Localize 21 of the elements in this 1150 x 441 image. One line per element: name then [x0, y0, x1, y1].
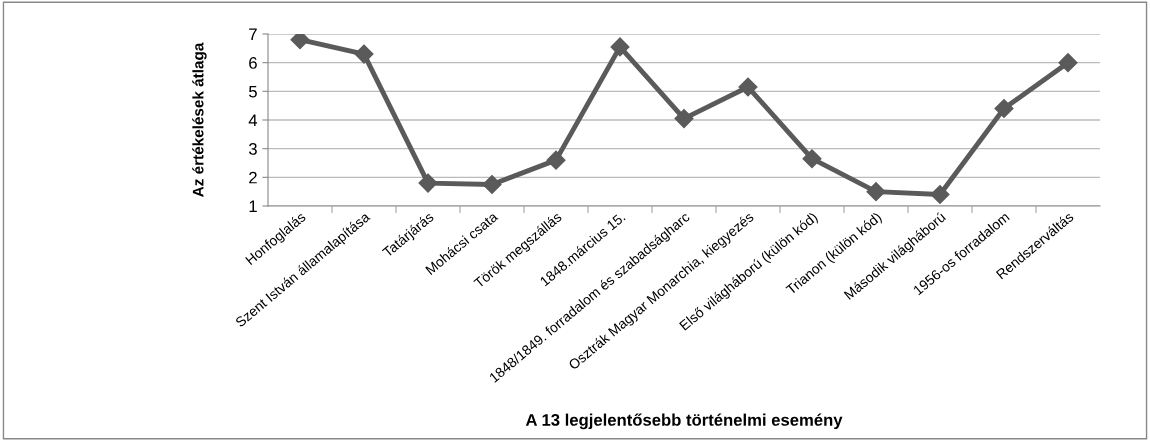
point	[482, 174, 502, 195]
point	[994, 98, 1014, 119]
y-axis-title: Az értékelések átlaga	[192, 42, 207, 197]
point	[930, 184, 950, 205]
y-tick-label: 4	[248, 114, 258, 127]
point	[802, 149, 822, 169]
point	[610, 37, 630, 57]
point	[738, 77, 758, 97]
y-tick-label: 5	[248, 85, 257, 98]
point	[674, 109, 694, 129]
point	[418, 173, 438, 193]
y-tick-label: 3	[248, 143, 257, 155]
point	[354, 44, 374, 64]
x-axis-title: A 13 legjelentősebb történelmi esemény	[525, 413, 843, 430]
y-tick-label: 2	[249, 171, 257, 184]
point	[1058, 53, 1078, 73]
y-tick-label: 6	[249, 57, 257, 69]
y-tick-label: 7	[249, 28, 257, 41]
y-tick-label: 1	[249, 200, 257, 213]
point	[866, 182, 886, 202]
point	[546, 150, 566, 170]
